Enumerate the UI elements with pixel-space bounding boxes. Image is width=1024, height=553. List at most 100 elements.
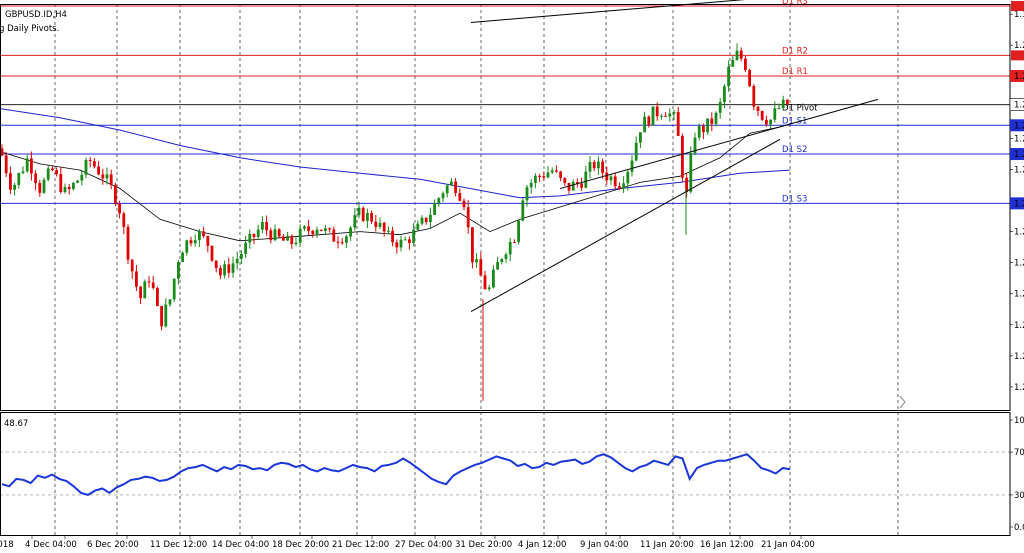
candle [710, 112, 714, 132]
candle-body [697, 125, 701, 138]
candle-body [105, 174, 109, 179]
candle [517, 219, 520, 245]
candle-body [21, 171, 25, 174]
candle [458, 188, 462, 202]
candle-body [118, 203, 121, 214]
candle-body [555, 170, 558, 172]
candle [345, 234, 348, 249]
candle-body [319, 229, 323, 231]
candle-body [0, 148, 4, 156]
candle-body [483, 275, 487, 290]
candle-body [496, 262, 499, 270]
candle [744, 55, 747, 72]
candle-body [609, 176, 613, 181]
y-tick-label: 1.27710 [1014, 165, 1024, 175]
candle [513, 239, 516, 243]
candle [651, 106, 655, 126]
candle-body [769, 119, 772, 125]
candle [273, 224, 277, 242]
candle-body [685, 177, 688, 192]
candle [168, 298, 172, 307]
candle-body [681, 135, 684, 178]
candle-body [366, 212, 369, 221]
candle-body [450, 181, 453, 186]
candle-body [185, 240, 189, 253]
candle-body [59, 173, 63, 193]
candle [34, 170, 37, 191]
candle [429, 207, 432, 229]
candle [193, 234, 197, 247]
x-tick-label: 16 Jan 12:00 [700, 540, 754, 550]
candle [559, 170, 562, 182]
candle-body [17, 173, 21, 185]
candle-body [235, 258, 239, 264]
y-tag-bg [1010, 197, 1024, 210]
candle-body [282, 236, 285, 241]
candle [597, 156, 600, 175]
candle-body [618, 186, 621, 189]
candle-body [202, 231, 205, 237]
candle [277, 228, 281, 238]
candle-body [748, 69, 751, 87]
candle-body [88, 160, 92, 162]
candle [706, 118, 709, 135]
candle [198, 228, 201, 247]
candle [693, 132, 697, 156]
candle [399, 235, 403, 252]
pivot-tag-bg [1011, 50, 1024, 61]
candle [441, 191, 445, 203]
candle [319, 229, 323, 232]
candle [416, 220, 420, 231]
candle [702, 123, 705, 140]
candle-body [160, 306, 163, 327]
candle-body [634, 142, 638, 161]
candle-body [307, 226, 310, 231]
candle-body [760, 111, 764, 120]
candle-body [408, 239, 411, 243]
candle [25, 154, 29, 173]
candle [46, 165, 50, 182]
candle [374, 214, 378, 232]
candle-body [735, 50, 739, 60]
candle-body [613, 176, 617, 187]
candle-body [781, 99, 785, 109]
x-tick-label: 11 Jan 20:00 [640, 540, 694, 550]
candle [353, 208, 357, 231]
candle [769, 119, 772, 129]
candle-body [34, 173, 37, 184]
candle-body [244, 242, 247, 254]
candle-body [672, 111, 676, 114]
candlesticks [0, 43, 789, 401]
candle-body [752, 86, 756, 107]
candle-body [378, 222, 382, 227]
candle [777, 103, 781, 110]
candle [424, 217, 428, 225]
candle-body [38, 183, 42, 193]
candle [17, 172, 21, 189]
candle-body [46, 168, 50, 180]
candle [30, 151, 33, 181]
candle-body [13, 184, 16, 190]
candle-body [114, 185, 117, 204]
candle-body [324, 228, 327, 231]
candle [315, 226, 319, 238]
candle [773, 101, 777, 123]
candle-body [223, 264, 226, 276]
candle [714, 111, 718, 127]
candle [739, 47, 743, 62]
candle [664, 112, 667, 117]
candle-body [80, 174, 84, 181]
candle-body [676, 111, 680, 136]
price-axis: 1.30235 1.29730 1.29230 1.28763 1.28428 1.282… [0, 1, 1024, 536]
candle-body [374, 221, 378, 227]
candle-body [340, 242, 344, 244]
candle-body [382, 222, 386, 232]
candle-body [252, 234, 256, 237]
candle [609, 173, 613, 185]
candle-body [122, 213, 126, 227]
y-tick-label: 1.28215 [1014, 134, 1024, 144]
rsi-line [1, 453, 791, 496]
candle [0, 144, 4, 157]
candle [462, 198, 466, 211]
x-tick-label: 18 Dec 20:00 [272, 540, 329, 550]
